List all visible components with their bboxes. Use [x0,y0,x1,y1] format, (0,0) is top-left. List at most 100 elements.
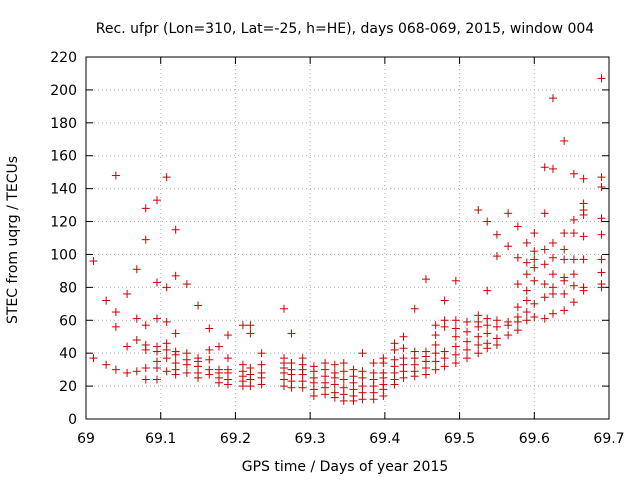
data-point [132,265,141,274]
data-point [246,329,255,338]
data-point [358,349,367,358]
data-point [162,173,171,182]
data-point [597,74,606,83]
data-point [513,317,522,326]
data-point [257,360,266,369]
data-point [463,317,472,326]
data-point [597,283,606,292]
data-point [451,316,460,325]
x-tick-label: 69.1 [145,431,176,447]
data-point [171,329,180,338]
data-point [560,289,569,298]
data-point [548,238,557,247]
data-point [339,375,348,384]
data-point [540,293,549,302]
data-point [560,245,569,254]
data-point [463,345,472,354]
data-point [504,242,513,251]
data-point [339,396,348,405]
data-point [171,370,180,379]
data-point [463,354,472,363]
data-point [540,163,549,172]
data-point [246,321,255,330]
data-point [474,349,483,358]
data-point [579,232,588,241]
data-point [349,396,358,405]
data-point [548,253,557,262]
data-point [431,340,440,349]
data-point [205,355,214,364]
data-point [182,360,191,369]
data-point [560,136,569,145]
data-point [171,350,180,359]
data-point [194,373,203,382]
data-point [540,314,549,323]
data-point [483,321,492,330]
data-point [431,349,440,358]
data-point [522,238,531,247]
data-point [379,391,388,400]
data-point [279,382,288,391]
data-point [141,363,150,372]
data-point [223,331,232,340]
data-point [339,367,348,376]
data-point [504,209,513,218]
data-point [463,327,472,336]
data-point [89,354,98,363]
data-point [474,206,483,215]
data-point [440,322,449,331]
data-point [548,309,557,318]
data-point [569,270,578,279]
data-point [530,299,539,308]
x-tick-labels: 69 69.1 69.2 69.3 69.4 69.5 69.6 69.7 [77,431,625,447]
data-point [513,253,522,262]
data-point [579,286,588,295]
data-point [548,270,557,279]
data-point [522,296,531,305]
data-point [162,367,171,376]
data-point [410,372,419,381]
data-point [451,359,460,368]
data-point [548,94,557,103]
data-point [102,360,111,369]
data-point [111,308,120,317]
data-point [182,280,191,289]
data-point [451,324,460,333]
y-tick-label: 0 [68,412,77,428]
y-tick-label: 200 [50,83,77,99]
data-point [410,304,419,313]
data-point [483,344,492,353]
data-point [540,245,549,254]
x-tick-label: 69.5 [444,431,475,447]
data-point [483,286,492,295]
data-point [214,342,223,351]
data-point [474,340,483,349]
data-point [246,382,255,391]
data-point [504,331,513,340]
data-point [339,359,348,368]
data-point [152,314,161,323]
data-point [238,321,247,330]
data-point [162,354,171,363]
data-point [182,368,191,377]
data-point [569,169,578,178]
data-point [205,324,214,333]
data-point [287,383,296,392]
data-point [560,276,569,285]
data-point [421,275,430,284]
x-tick-label: 69.6 [519,431,550,447]
data-points [89,74,606,405]
y-tick-label: 140 [50,182,77,198]
y-tick-label: 60 [59,313,77,329]
data-point [451,350,460,359]
x-axis-title: GPS time / Days of year 2015 [242,459,449,475]
axis-ticks [85,56,610,420]
data-point [287,329,296,338]
data-point [530,247,539,256]
data-point [141,345,150,354]
data-point [492,340,501,349]
data-point [399,373,408,382]
data-point [540,209,549,218]
data-point [522,308,531,317]
data-point [440,354,449,363]
